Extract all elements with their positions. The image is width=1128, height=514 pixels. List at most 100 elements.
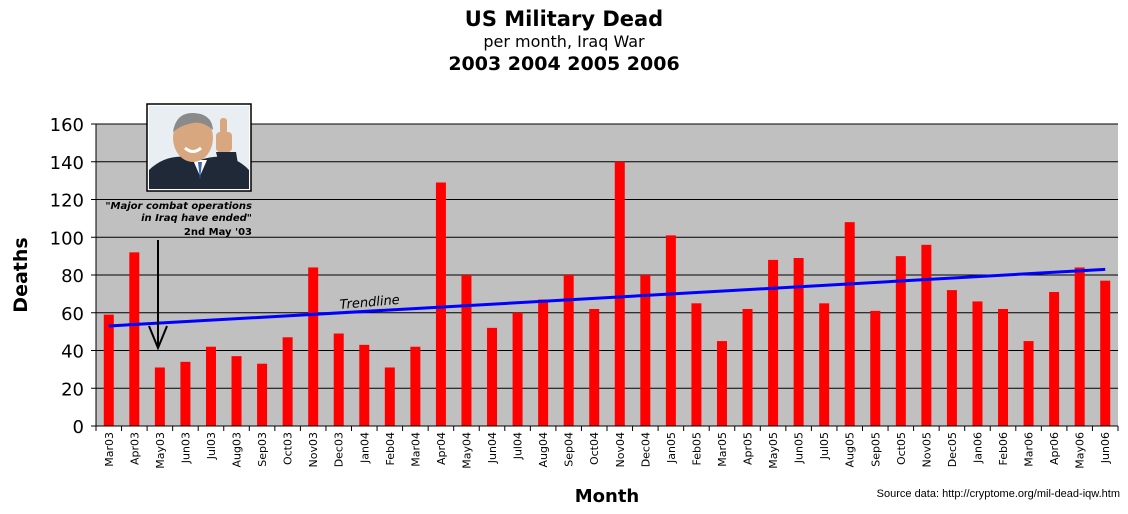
chart-years: 2003 2004 2005 2006 — [448, 53, 680, 75]
x-tick-label: Sep03 — [256, 432, 269, 467]
arrow-down-icon — [148, 240, 168, 351]
trendline — [108, 267, 1106, 328]
x-tick-label: Aug03 — [231, 432, 244, 467]
y-tick-label: 40 — [61, 342, 84, 363]
x-tick-label: May06 — [1074, 432, 1087, 469]
bar — [972, 301, 983, 426]
y-tick-label: 160 — [50, 115, 84, 136]
bar — [742, 308, 753, 426]
bar — [231, 356, 242, 426]
bar — [282, 337, 293, 426]
x-tick-label: Dec05 — [946, 432, 959, 467]
bar — [870, 310, 881, 426]
x-tick-label: Nov03 — [307, 432, 320, 467]
x-tick-label: Dec04 — [639, 432, 652, 467]
y-tick-label: 20 — [61, 379, 84, 400]
bar — [946, 290, 957, 426]
trendline-label: Trendline — [339, 293, 400, 313]
x-tick-label: May03 — [154, 432, 167, 469]
bar — [512, 312, 523, 426]
annotation-line3: 2nd May '03 — [184, 227, 252, 238]
bar — [103, 314, 114, 426]
bar — [1049, 291, 1060, 426]
bar — [819, 303, 830, 426]
x-tick-label: Oct04 — [588, 432, 601, 465]
chart-titles: US Military Dead per month, Iraq War 200… — [0, 6, 1128, 76]
bar — [333, 333, 344, 426]
bar — [180, 361, 191, 426]
annotation-line1: "Major combat operations — [105, 201, 252, 212]
x-tick-label: Apr04 — [435, 432, 448, 465]
x-tick-label: Jun03 — [179, 432, 192, 464]
x-tick-label: Jan04 — [358, 432, 371, 464]
x-axis-label: Month — [575, 486, 640, 507]
x-tick-label: Sep04 — [563, 432, 576, 467]
x-tick-label: Mar05 — [716, 432, 729, 467]
bar — [410, 346, 421, 426]
bar — [768, 259, 779, 426]
x-tick-label: Dec03 — [333, 432, 346, 467]
bar — [563, 275, 574, 426]
x-tick-label: Jul04 — [512, 432, 525, 460]
annotation: "Major combat operations in Iraq have en… — [105, 201, 252, 238]
bar — [716, 341, 727, 426]
x-tick-label: May05 — [767, 432, 780, 469]
y-tick-label: 120 — [50, 191, 84, 212]
bar — [308, 267, 319, 426]
chart-subtitle: per month, Iraq War — [483, 32, 645, 51]
bar — [665, 235, 676, 426]
bar — [895, 256, 906, 426]
annotation-line2: in Iraq have ended" — [141, 213, 252, 224]
y-tick-label: 140 — [50, 153, 84, 174]
x-tick-label: Sep05 — [869, 432, 882, 467]
bar — [257, 363, 268, 426]
bar — [793, 258, 804, 426]
bar — [1023, 341, 1034, 426]
bar — [844, 222, 855, 426]
x-tick-label: Mar06 — [1023, 432, 1036, 467]
x-tick-label: Nov04 — [614, 432, 627, 467]
x-tick-label: Jul03 — [205, 432, 218, 460]
x-tick-label: Aug04 — [537, 432, 550, 467]
bar — [1100, 280, 1111, 426]
bar — [921, 244, 932, 426]
x-tick-label: Jun05 — [793, 432, 806, 464]
bar — [1074, 267, 1085, 426]
bar — [154, 367, 165, 426]
x-tick-label: Nov05 — [920, 432, 933, 467]
bar — [640, 275, 651, 426]
x-tick-label: Jun06 — [1099, 432, 1112, 464]
chart-title: US Military Dead — [464, 7, 664, 31]
bar — [589, 308, 600, 426]
x-tick-label: Mar03 — [103, 432, 116, 467]
x-tick-label: Feb04 — [384, 432, 397, 465]
bar — [691, 303, 702, 426]
y-tick-label: 80 — [61, 266, 84, 287]
y-tick-label: 60 — [61, 304, 84, 325]
bar — [384, 367, 395, 426]
y-tick-label: 100 — [50, 228, 84, 249]
x-tick-label: Feb06 — [997, 432, 1010, 465]
bar — [359, 344, 370, 426]
x-tick-label: Jul05 — [818, 432, 831, 460]
source-note: Source data: http://cryptome.org/mil-dea… — [876, 488, 1120, 500]
y-tick-label: 0 — [73, 417, 84, 438]
x-tick-label: Jan06 — [971, 432, 984, 464]
person-thumbs-up-photo — [146, 103, 252, 192]
x-tick-label: Oct03 — [282, 432, 295, 465]
x-tick-label: Apr03 — [128, 432, 141, 465]
x-tick-label: Oct05 — [895, 432, 908, 465]
x-tick-label: Aug05 — [844, 432, 857, 467]
x-tick-label: May04 — [460, 432, 473, 469]
x-tick-label: Jan05 — [665, 432, 678, 464]
bar — [461, 275, 472, 426]
bar — [538, 299, 549, 426]
x-tick-label: Feb05 — [690, 432, 703, 465]
bar — [998, 308, 1009, 426]
bar — [129, 252, 140, 426]
x-tick-label: Apr05 — [742, 432, 755, 465]
x-tick-label: Apr06 — [1048, 432, 1061, 465]
y-axis-label: Deaths — [10, 237, 32, 312]
bar — [487, 327, 498, 426]
